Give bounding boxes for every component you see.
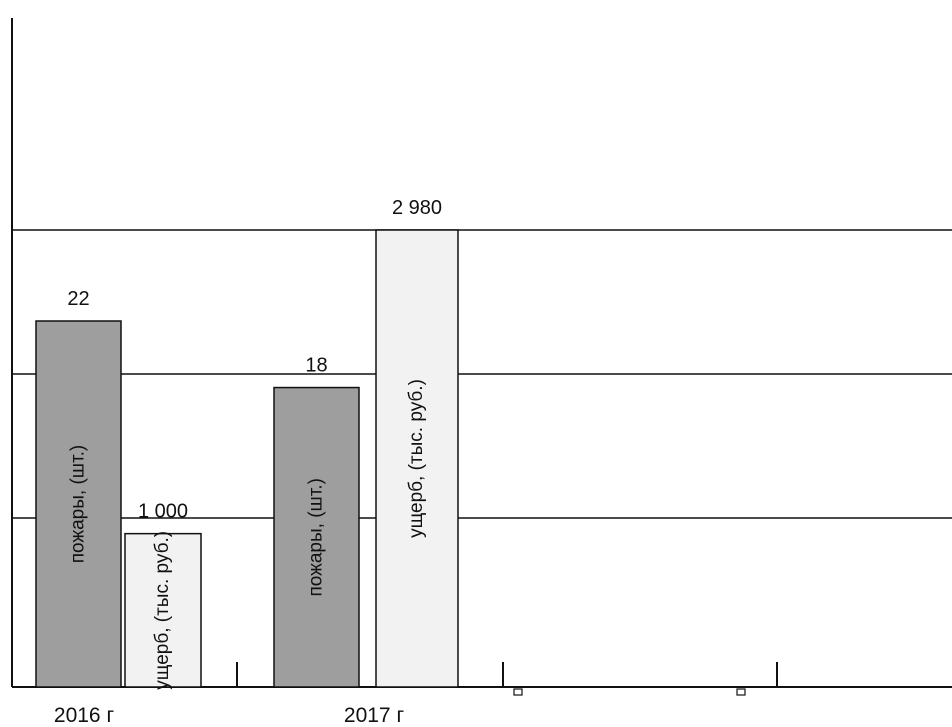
bar bbox=[273, 386, 360, 688]
category-label: 2017 г bbox=[344, 704, 405, 727]
bar-series-label: пожары, (шт.) bbox=[306, 478, 327, 596]
bar-series-label: ущерб, (тыс. руб.) bbox=[406, 379, 427, 538]
labels: 22 1 000 2016 г 18 2 980 2017 г bbox=[54, 197, 442, 727]
axis-marker bbox=[736, 688, 746, 696]
bar bbox=[35, 320, 122, 688]
gridlines bbox=[12, 229, 952, 519]
bar bbox=[124, 532, 202, 688]
data-label: 2 980 bbox=[392, 197, 442, 219]
axis-marker bbox=[513, 688, 523, 696]
bar-series-label: ущерб, (тыс. руб.) bbox=[152, 531, 173, 690]
category-label: 2016 г bbox=[54, 704, 115, 727]
bar-series-label: пожары, (шт.) bbox=[68, 445, 89, 563]
data-label: 1 000 bbox=[138, 501, 188, 523]
bars: пожары, (шт.) ущерб, (тыс. руб.) пожары, (… bbox=[35, 229, 459, 690]
data-label: 18 bbox=[305, 355, 327, 377]
bar bbox=[375, 229, 459, 688]
data-label: 22 bbox=[67, 288, 89, 310]
